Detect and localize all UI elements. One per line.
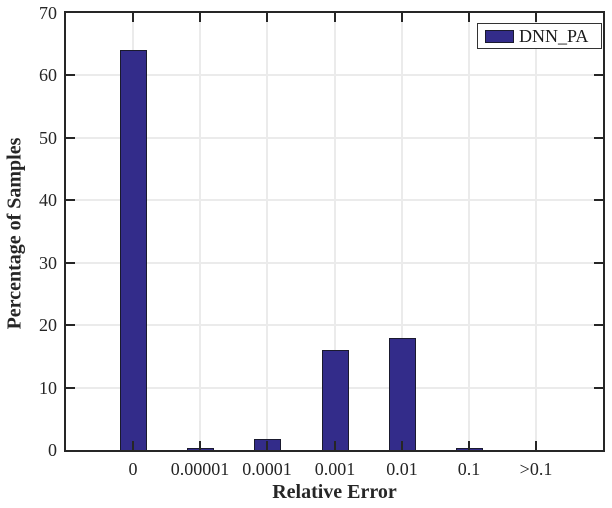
y-tick-mark [66, 74, 75, 76]
plot-area [64, 11, 605, 452]
x-tick-mark [199, 441, 201, 450]
x-tick-mark [199, 13, 201, 22]
x-gridline [401, 13, 403, 450]
x-tick-mark [266, 13, 268, 22]
y-tick-label-0: 0 [48, 440, 57, 460]
x-tick-mark [468, 13, 470, 22]
x-tick-mark [535, 441, 537, 450]
bar-0 [120, 50, 147, 450]
y-tick-label-10: 10 [39, 378, 57, 398]
bar-0.01 [389, 338, 416, 450]
x-tick-mark [468, 441, 470, 450]
x-tick-label-0.00001: 0.00001 [170, 459, 230, 479]
x-tick-label-0.1: 0.1 [457, 459, 481, 479]
y-tick-mark [594, 199, 603, 201]
legend-color-swatch [485, 29, 514, 43]
y-tick-mark [66, 199, 75, 201]
x-tick-label-0.0001: 0.0001 [242, 459, 292, 479]
y-axis-title: Percentage of Samples [3, 137, 26, 330]
x-tick-mark [266, 441, 268, 450]
x-tick-mark [132, 13, 134, 22]
x-tick-mark [132, 441, 134, 450]
y-tick-mark [594, 262, 603, 264]
x-gridline [334, 13, 336, 450]
y-tick-label-20: 20 [39, 315, 57, 335]
y-tick-label-50: 50 [39, 128, 57, 148]
x-tick-mark [334, 13, 336, 22]
y-tick-mark [594, 387, 603, 389]
x-gridline [535, 13, 537, 450]
x-tick-mark [401, 13, 403, 22]
x-tick-label-0.01: 0.01 [386, 459, 418, 479]
y-tick-mark [66, 387, 75, 389]
x-tick-label-0: 0 [128, 459, 138, 479]
y-tick-label-70: 70 [39, 3, 57, 23]
y-tick-label-30: 30 [39, 253, 57, 273]
y-tick-mark [66, 137, 75, 139]
y-tick-mark [66, 262, 75, 264]
x-gridline [266, 13, 268, 450]
y-tick-mark [594, 137, 603, 139]
bar-0.001 [322, 350, 349, 450]
x-tick-mark [535, 13, 537, 22]
x-tick-mark [334, 441, 336, 450]
y-tick-label-60: 60 [39, 65, 57, 85]
x-axis-title: Relative Error [272, 481, 397, 503]
y-tick-mark [66, 324, 75, 326]
legend-series-label: DNN_PA [519, 25, 589, 46]
x-tick-label-0.001: 0.001 [314, 459, 356, 479]
y-tick-label-40: 40 [39, 190, 57, 210]
x-tick-label->0.1: >0.1 [519, 459, 553, 479]
y-tick-mark [594, 324, 603, 326]
x-tick-mark [401, 441, 403, 450]
x-gridline [199, 13, 201, 450]
legend-box: DNN_PA [477, 23, 602, 49]
y-tick-mark [594, 74, 603, 76]
x-gridline [468, 13, 470, 450]
